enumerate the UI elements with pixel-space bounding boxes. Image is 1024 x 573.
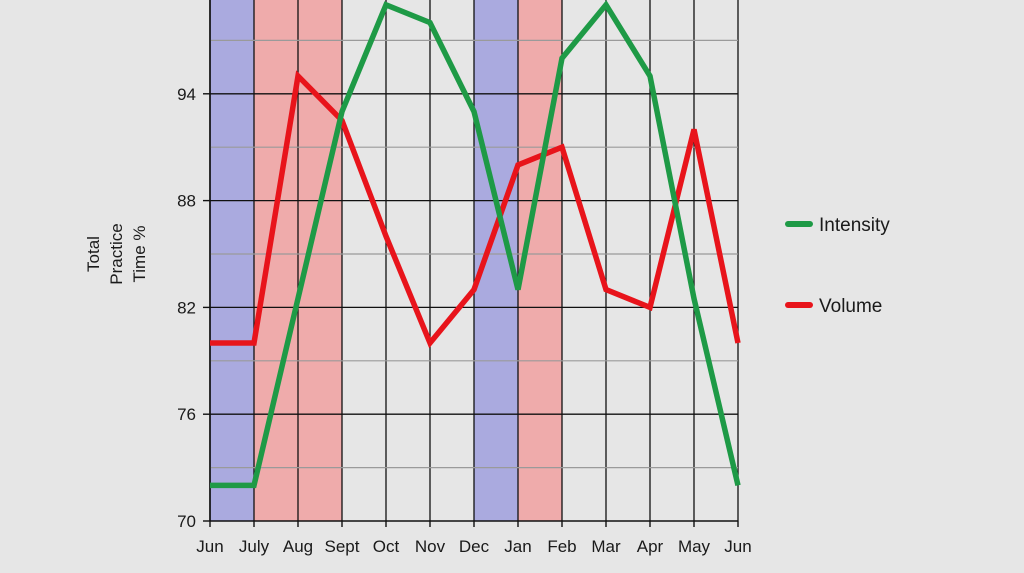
- x-tick-label: May: [678, 537, 711, 556]
- x-tick-labels: Jun July Aug Sept Oct Nov Dec Jan Feb Mar Apr May Ju…: [196, 537, 751, 556]
- y-axis-title-line: Practice: [107, 223, 126, 284]
- x-tick-label: Jun: [724, 537, 751, 556]
- y-tick-label: 70: [177, 512, 196, 531]
- series-line-volume: [210, 70, 741, 349]
- x-tick-label: Jun: [196, 537, 223, 556]
- legend-label-intensity: Intensity: [819, 215, 890, 236]
- x-tick-label: Jan: [504, 537, 531, 556]
- x-tick-label: Feb: [547, 537, 576, 556]
- y-tick-label: 88: [177, 192, 196, 211]
- x-tick-label: Oct: [373, 537, 400, 556]
- x-tick-label: Nov: [415, 537, 446, 556]
- y-tick-label: 94: [177, 85, 196, 104]
- y-tick-label: 76: [177, 405, 196, 424]
- x-tick-label: July: [239, 537, 270, 556]
- y-axis-title-line: Time %: [130, 226, 149, 283]
- x-tick-label: Apr: [637, 537, 664, 556]
- legend-label-volume: Volume: [819, 296, 882, 317]
- y-axis-title-line: Total: [84, 236, 103, 272]
- y-tick-label: 82: [177, 298, 196, 317]
- y-tick-labels: 70 76 82 88 94: [177, 85, 196, 531]
- series-line-intensity: [210, 0, 741, 489]
- x-tick-label: Mar: [591, 537, 621, 556]
- x-tick-label: Dec: [459, 537, 490, 556]
- period-band: [210, 0, 254, 521]
- legend: Intensity Volume: [785, 215, 890, 317]
- data-series: [210, 0, 741, 489]
- x-tick-label: Sept: [325, 537, 360, 556]
- y-axis-title: Total Practice Time %: [84, 223, 149, 284]
- gridlines: [209, 0, 739, 521]
- x-tick-label: Aug: [283, 537, 313, 556]
- axes: [203, 0, 739, 527]
